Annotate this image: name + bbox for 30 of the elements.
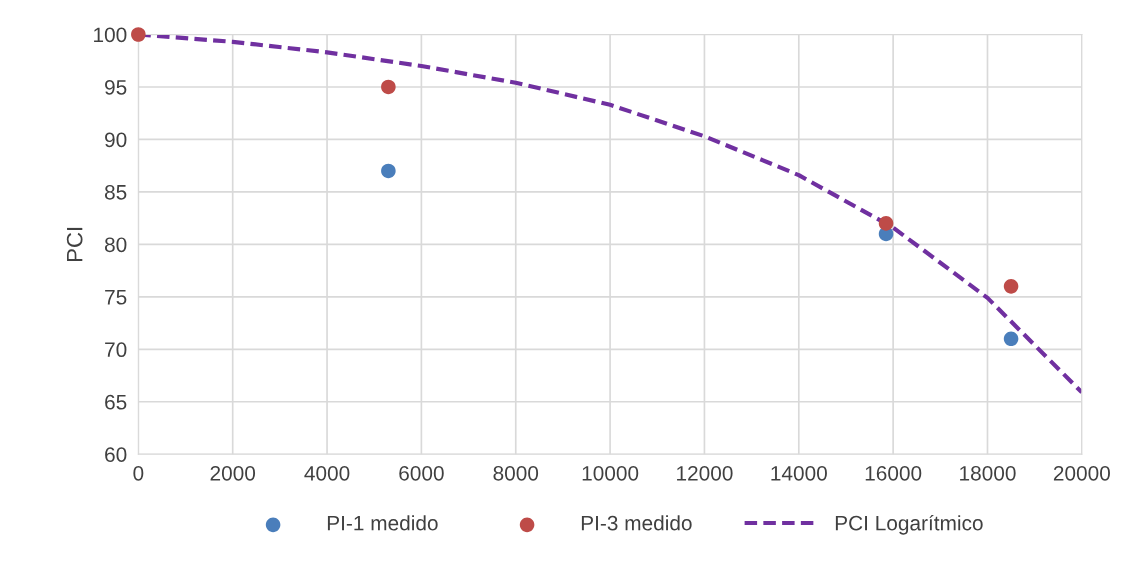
point [1003,279,1019,294]
y-tick-label: 75 [105,290,127,305]
legend-label: PI-1 medido [327,515,438,531]
x-tick-label: 18000 [960,465,1016,481]
y-axis-title: PCI [66,227,83,262]
point [878,216,894,231]
y-tick-label: 80 [104,237,127,253]
x-tick-label: 4000 [304,465,350,481]
x-tick-label: 14000 [771,465,827,481]
point [381,163,396,179]
y-tick-label: 90 [105,132,127,148]
x-tick-label: 2000 [210,465,256,481]
point [1003,331,1019,347]
point [131,27,146,42]
y-tick-label: 95 [105,79,127,95]
y-tick-label: 85 [104,184,127,200]
point [381,79,396,95]
y-tick-label: 60 [105,447,127,462]
x-tick-label: 20000 [1053,465,1110,481]
x-tick-label: 8000 [493,465,539,481]
x-tick-label: 12000 [677,465,733,481]
x-tick-label: 6000 [399,465,444,481]
legend-label: PI-3 medido [581,515,692,531]
x-tick-label: 0 [133,465,144,481]
x-tick-label: 16000 [865,465,922,481]
y-tick-label: 100 [94,27,127,43]
legend-label: PCI Logarítmico [835,514,983,535]
y-tick-label: 65 [105,394,127,410]
y-tick-label: 70 [105,342,127,358]
x-tick-label: 10000 [582,465,639,481]
